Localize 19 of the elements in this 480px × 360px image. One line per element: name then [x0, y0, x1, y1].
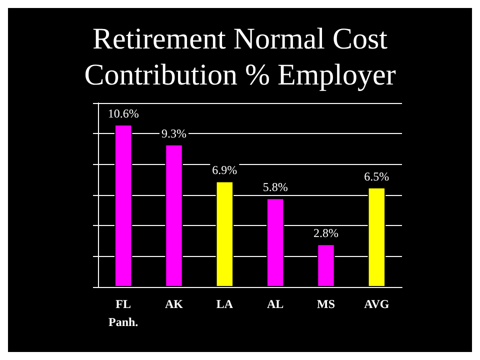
bar: [216, 181, 234, 287]
data-label: 2.8%: [314, 226, 338, 240]
data-label: 5.8%: [262, 180, 288, 194]
data-label: 10.6%: [108, 106, 139, 120]
x-tick-label: LA: [216, 297, 234, 311]
bar: [266, 198, 284, 287]
x-tick-label: FL Panh.: [108, 297, 138, 329]
x-tick-label: AK: [165, 297, 184, 311]
x-tick-label: MS: [317, 297, 336, 311]
x-tick-label: AVG: [364, 297, 390, 311]
bar: [165, 144, 183, 287]
data-label: 6.9%: [212, 163, 238, 178]
data-label: 6.5%: [364, 169, 390, 184]
bar: [114, 124, 132, 287]
data-label: 9.3%: [162, 126, 186, 140]
bar: [317, 244, 335, 287]
bar: [368, 187, 386, 287]
x-tick-label: AL: [266, 297, 284, 311]
chart-title: Retirement Normal Cost Contribution % Employer: [84, 22, 396, 92]
